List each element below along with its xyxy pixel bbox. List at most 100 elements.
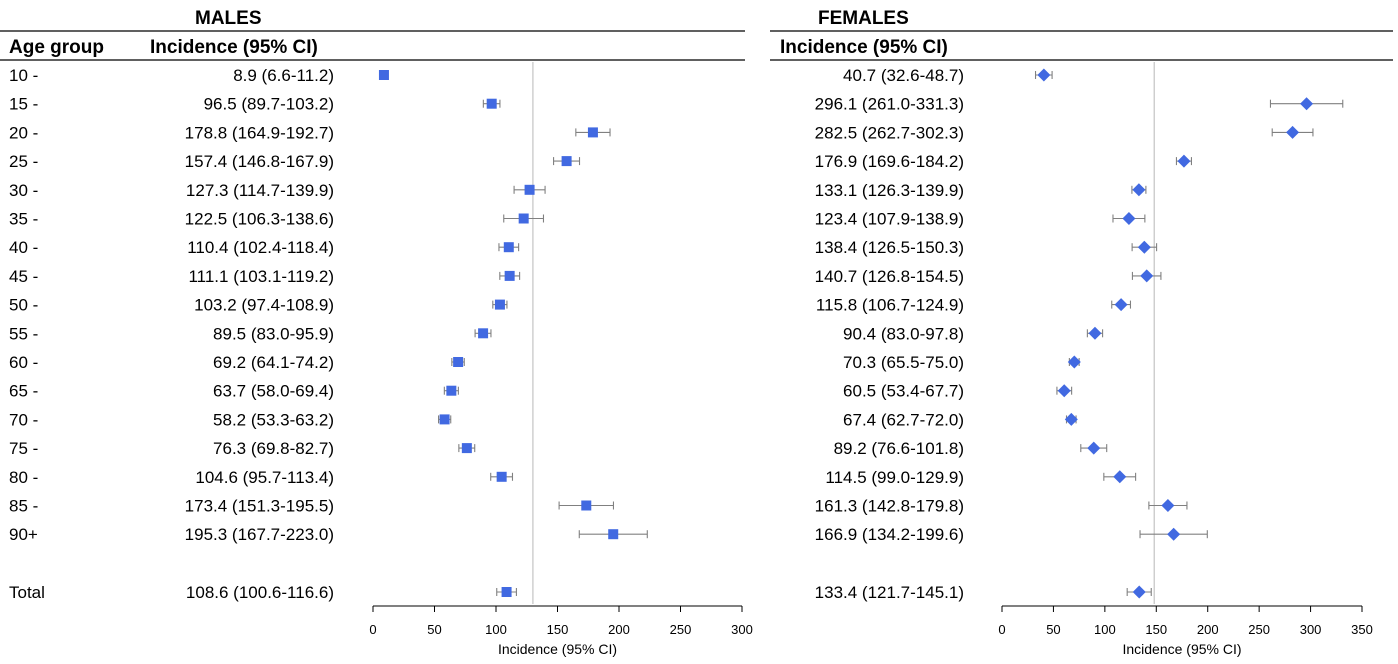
males-total-estimate-label: 108.6 (100.6-116.6) <box>186 583 334 602</box>
females-x-tick-label: 150 <box>1145 622 1167 637</box>
females-forest-plot: 0 50 100 150 200 250 300 350 Incidence (95% CI) 4… <box>815 62 1373 657</box>
females-x-tick-label: 100 <box>1094 622 1116 637</box>
males-x-axis-title: Incidence (95% CI) <box>498 641 617 657</box>
females-x-axis-title: Incidence (95% CI) <box>1122 641 1241 657</box>
females-point-marker <box>1067 355 1081 369</box>
males-x-tick-label: 250 <box>670 622 692 637</box>
females-panel-title: FEMALES <box>818 8 909 29</box>
males-age-group-label: 45 - <box>9 267 38 286</box>
females-x-tick-label: 350 <box>1351 622 1373 637</box>
males-estimate-label: 173.4 (151.3-195.5) <box>185 497 334 516</box>
males-estimate-label: 96.5 (89.7-103.2) <box>204 95 334 114</box>
males-age-group-label: 30 - <box>9 181 38 200</box>
males-estimate-label: 157.4 (146.8-167.9) <box>185 152 334 171</box>
males-estimate-label: 63.7 (58.0-69.4) <box>213 382 334 401</box>
females-point-marker <box>1137 240 1151 254</box>
females-estimate-label: 89.2 (76.6-101.8) <box>834 439 964 458</box>
males-age-group-label: 80 - <box>9 468 38 487</box>
males-estimate-label: 69.2 (64.1-74.2) <box>213 353 334 372</box>
females-estimate-label: 40.7 (32.6-48.7) <box>843 66 964 85</box>
females-estimate-label: 161.3 (142.8-179.8) <box>815 497 964 516</box>
age-group-header: Age group <box>9 37 104 58</box>
males-age-group-label: 75 - <box>9 439 38 458</box>
females-estimate-label: 140.7 (126.8-154.5) <box>815 267 964 286</box>
females-x-tick-label: 250 <box>1248 622 1270 637</box>
males-point-marker <box>503 242 514 253</box>
males-forest-plot: 0 50 100 150 200 250 300 Incidence (95% CI) 10 -… <box>9 62 753 657</box>
males-age-group-label: 10 - <box>9 66 38 85</box>
males-point-marker <box>486 98 497 109</box>
males-x-tick-label: 50 <box>427 622 441 637</box>
males-incidence-header: Incidence (95% CI) <box>150 37 318 58</box>
males-estimate-label: 103.2 (97.4-108.9) <box>194 296 334 315</box>
males-age-group-label: 65 - <box>9 382 38 401</box>
males-point-marker <box>446 385 457 396</box>
females-x-tick-label: 300 <box>1300 622 1322 637</box>
males-age-group-label: 55 - <box>9 324 38 343</box>
males-point-marker <box>518 213 529 224</box>
males-estimate-label: 122.5 (106.3-138.6) <box>185 210 334 229</box>
females-estimate-label: 166.9 (134.2-199.6) <box>815 525 964 544</box>
females-estimate-label: 60.5 (53.4-67.7) <box>843 382 964 401</box>
males-point-marker <box>501 587 512 597</box>
females-point-marker <box>1113 470 1127 484</box>
males-estimate-label: 110.4 (102.4-118.4) <box>187 238 334 257</box>
males-estimate-label: 127.3 (114.7-139.9) <box>186 181 334 200</box>
females-point-marker <box>1286 125 1300 139</box>
males-x-tick-label: 100 <box>485 622 507 637</box>
females-point-marker <box>1177 154 1191 168</box>
females-estimate-label: 133.1 (126.3-139.9) <box>815 181 964 200</box>
males-point-marker <box>378 70 389 80</box>
males-age-group-label: 20 - <box>9 123 38 142</box>
females-point-marker <box>1167 527 1181 541</box>
males-point-marker <box>587 127 598 138</box>
females-estimate-label: 70.3 (65.5-75.0) <box>843 353 964 372</box>
females-point-marker <box>1140 269 1154 283</box>
males-point-marker <box>524 184 535 195</box>
females-estimate-label: 176.9 (169.6-184.2) <box>815 152 964 171</box>
males-age-group-label: 85 - <box>9 497 38 516</box>
females-estimate-label: 123.4 (107.9-138.9) <box>815 210 964 229</box>
females-point-marker <box>1057 384 1071 398</box>
males-total-label: Total <box>9 583 45 602</box>
females-point-marker <box>1064 412 1078 426</box>
females-estimate-label: 67.4 (62.7-72.0) <box>843 410 964 429</box>
males-estimate-label: 58.2 (53.3-63.2) <box>213 410 334 429</box>
males-estimate-label: 195.3 (167.7-223.0) <box>185 525 334 544</box>
females-estimate-label: 115.8 (106.7-124.9) <box>816 296 964 315</box>
males-point-marker <box>581 500 592 511</box>
females-estimate-label: 138.4 (126.5-150.3) <box>815 238 964 257</box>
males-point-marker <box>461 443 472 454</box>
males-point-marker <box>496 471 507 482</box>
males-age-group-label: 50 - <box>9 296 38 315</box>
males-panel-title: MALES <box>195 8 262 29</box>
males-estimate-label: 89.5 (83.0-95.9) <box>213 324 334 343</box>
males-point-marker <box>504 270 515 281</box>
males-estimate-label: 76.3 (69.8-82.7) <box>213 439 334 458</box>
males-estimate-label: 104.6 (95.7-113.4) <box>195 468 334 487</box>
males-point-marker <box>453 357 464 367</box>
males-age-group-label: 60 - <box>9 353 38 372</box>
males-estimate-label: 111.1 (103.1-119.2) <box>188 267 334 286</box>
males-estimate-label: 178.8 (164.9-192.7) <box>185 123 334 142</box>
males-x-tick-label: 0 <box>369 622 376 637</box>
females-point-marker <box>1037 68 1051 82</box>
males-point-marker <box>478 328 489 339</box>
males-age-group-label: 35 - <box>9 210 38 229</box>
females-total-estimate-label: 133.4 (121.7-145.1) <box>815 583 964 602</box>
females-point-marker <box>1087 441 1101 455</box>
males-point-marker <box>494 299 505 310</box>
females-x-tick-label: 0 <box>998 622 1005 637</box>
males-age-group-label: 40 - <box>9 238 38 257</box>
males-x-tick-label: 300 <box>731 622 753 637</box>
females-estimate-label: 282.5 (262.7-302.3) <box>815 123 964 142</box>
females-point-marker <box>1132 585 1146 599</box>
females-x-tick-label: 50 <box>1046 622 1060 637</box>
females-estimate-label: 296.1 (261.0-331.3) <box>815 95 964 114</box>
males-point-marker <box>561 156 572 167</box>
females-point-marker <box>1122 212 1136 225</box>
males-point-marker <box>439 414 450 425</box>
females-point-marker <box>1132 183 1146 197</box>
males-x-tick-label: 200 <box>608 622 630 637</box>
